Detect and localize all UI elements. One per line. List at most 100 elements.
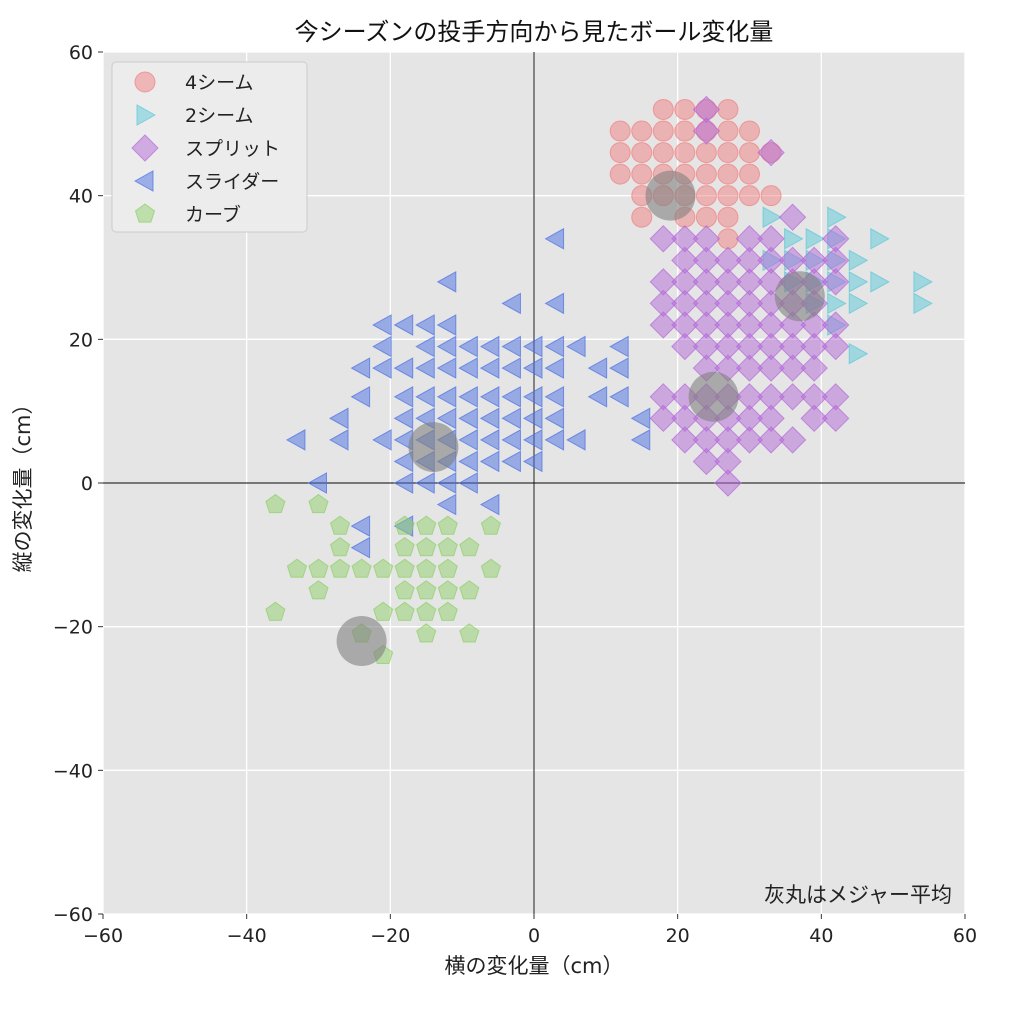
data-point	[566, 335, 586, 358]
data-point	[778, 203, 807, 231]
data-point	[800, 354, 828, 382]
series-4	[265, 493, 501, 664]
legend-label: カーブ	[185, 203, 241, 226]
annotation-text: 灰丸はメジャー平均	[764, 883, 952, 907]
data-point	[329, 515, 351, 535]
data-point	[522, 407, 543, 430]
mlb-average-point	[688, 371, 739, 422]
x-tick-label: −20	[370, 925, 410, 947]
x-tick-label: 40	[809, 925, 833, 947]
legend-marker	[134, 203, 156, 223]
mlb-average-point	[336, 616, 387, 667]
data-point	[308, 580, 329, 600]
data-point	[329, 407, 349, 430]
data-point	[544, 407, 565, 430]
data-point	[757, 426, 785, 454]
data-point	[436, 407, 457, 430]
data-point	[717, 98, 739, 120]
data-point	[522, 385, 543, 408]
data-point	[436, 314, 457, 336]
data-point	[479, 335, 500, 358]
data-point	[437, 537, 458, 557]
data-point	[760, 185, 782, 207]
data-point	[630, 407, 651, 430]
data-point	[778, 426, 807, 454]
data-point	[479, 407, 500, 430]
data-point	[671, 332, 699, 361]
data-point	[913, 292, 933, 315]
data-point	[717, 120, 739, 142]
data-point	[695, 163, 717, 185]
data-point	[717, 142, 739, 164]
data-point	[458, 450, 478, 473]
data-point	[649, 225, 678, 253]
data-point	[630, 429, 651, 451]
legend-label: 4シーム	[185, 72, 254, 94]
data-point	[329, 537, 351, 557]
data-point	[717, 228, 739, 250]
data-point	[415, 472, 435, 494]
data-point	[631, 142, 653, 164]
mlb-average-point	[408, 422, 459, 473]
data-point	[587, 357, 608, 379]
legend-label: 2シーム	[185, 105, 254, 127]
data-point	[544, 357, 565, 379]
data-point	[652, 142, 674, 164]
data-point	[522, 357, 543, 379]
data-point	[479, 450, 500, 473]
data-point	[416, 580, 437, 600]
data-point	[739, 163, 760, 185]
data-point	[415, 314, 435, 336]
data-point	[415, 335, 435, 358]
data-point	[393, 472, 414, 494]
data-point	[437, 558, 458, 578]
data-point	[631, 120, 653, 142]
x-tick-label: 20	[666, 925, 690, 947]
y-tick-label: −40	[53, 760, 93, 782]
data-point	[501, 429, 521, 451]
data-point	[544, 429, 565, 451]
data-point	[587, 385, 608, 408]
data-point	[459, 537, 480, 557]
tick-labels: −60 −40 −20 0 20 40 60 −60 −40 −20 0 20 40 60	[53, 42, 977, 947]
data-point	[609, 357, 629, 379]
data-point	[544, 292, 565, 315]
data-point	[717, 163, 739, 185]
data-point	[393, 357, 414, 379]
data-point	[501, 335, 521, 358]
data-point	[649, 404, 678, 433]
data-point	[714, 469, 742, 497]
data-point	[501, 357, 521, 379]
legend-marker	[133, 170, 154, 192]
data-point	[800, 404, 828, 433]
data-point	[373, 601, 394, 621]
x-tick-label: −60	[83, 925, 123, 947]
data-point	[566, 429, 586, 451]
data-point	[652, 120, 674, 142]
data-point	[501, 407, 521, 430]
data-point	[739, 142, 760, 164]
data-point	[416, 515, 437, 535]
legend-box	[111, 61, 308, 233]
mlb-average-point	[774, 271, 825, 322]
data-point	[652, 98, 674, 120]
data-point	[393, 314, 414, 336]
data-point	[501, 292, 521, 315]
y-tick-label: 20	[69, 329, 93, 351]
data-point	[695, 142, 717, 164]
data-point	[437, 580, 458, 600]
data-point	[458, 472, 478, 494]
data-point	[393, 385, 414, 408]
data-point	[609, 120, 631, 142]
data-point	[544, 385, 565, 408]
data-point	[458, 357, 478, 379]
data-point	[522, 335, 543, 358]
data-points	[265, 95, 933, 664]
data-point	[393, 450, 414, 473]
legend-marker	[134, 71, 156, 93]
data-point	[350, 515, 371, 537]
data-point	[695, 185, 717, 207]
data-point	[415, 385, 435, 408]
data-point	[848, 342, 869, 365]
data-point	[350, 357, 371, 379]
